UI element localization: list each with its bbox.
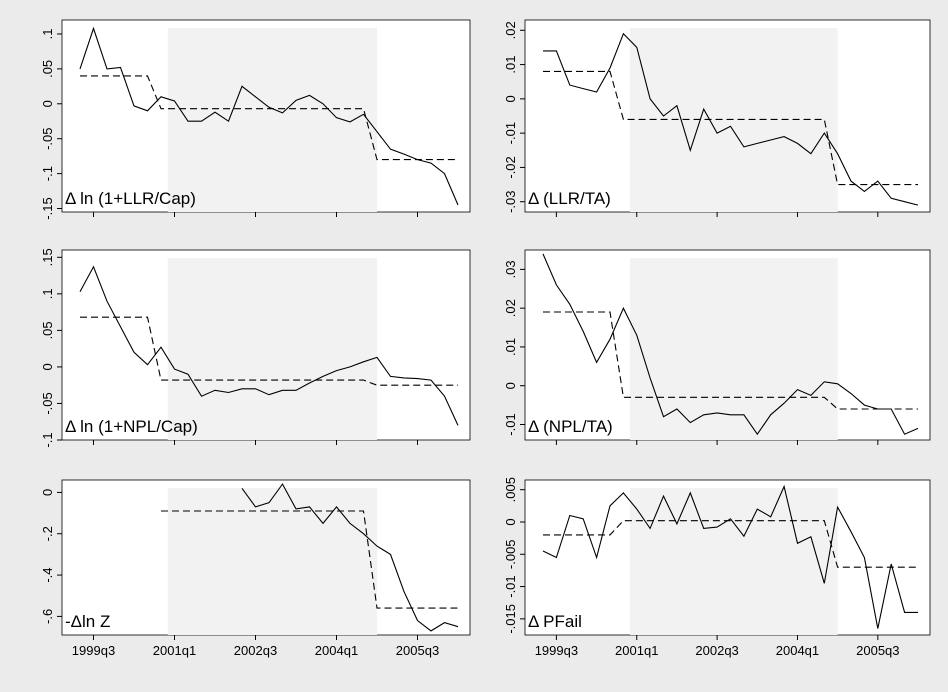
solid-line	[241, 483, 459, 632]
y-tick-label: .01	[503, 56, 518, 74]
y-tick-label: -.4	[40, 567, 55, 582]
y-tick-label: -.03	[503, 191, 518, 213]
solid-line	[542, 484, 918, 629]
dashed-line	[80, 316, 458, 386]
x-tick-label: 1999q3	[72, 643, 115, 658]
y-tick-label: .03	[503, 260, 518, 278]
dashed-line	[543, 311, 918, 410]
dashed-line	[543, 70, 918, 186]
y-tick-label: -.1	[40, 432, 55, 447]
y-tick-label: -.05	[40, 392, 55, 414]
solid-line	[79, 26, 459, 206]
y-tick-label: .01	[503, 338, 518, 356]
panel-label: Δ ln (1+NPL/Cap)	[65, 417, 198, 436]
dashed-line	[161, 510, 458, 609]
y-tick-label: .02	[503, 299, 518, 317]
panel-label: Δ (LLR/TA)	[528, 189, 611, 208]
y-tick-label: -.15	[40, 197, 55, 219]
y-tick-label: -.2	[40, 526, 55, 541]
shaded-period	[630, 488, 838, 635]
y-tick-label: -.01	[503, 122, 518, 144]
x-tick-label: 2004q1	[776, 643, 819, 658]
y-tick-label: .05	[40, 321, 55, 339]
dashed-line	[543, 520, 918, 568]
y-tick-label: 0	[40, 489, 55, 496]
y-tick-label: -.015	[503, 604, 518, 634]
panel-label: -Δln Z	[65, 612, 110, 631]
y-tick-label: -.02	[503, 156, 518, 178]
y-tick-label: -.05	[40, 127, 55, 149]
y-tick-label: .05	[40, 60, 55, 78]
solid-line	[542, 253, 919, 436]
x-tick-label: 2005q3	[856, 643, 899, 658]
shaded-period	[630, 28, 838, 212]
y-tick-label: .1	[40, 288, 55, 299]
y-tick-label: .15	[40, 248, 55, 266]
x-tick-label: 2001q1	[153, 643, 196, 658]
x-tick-label: 2001q1	[615, 643, 658, 658]
x-tick-label: 2005q3	[396, 643, 439, 658]
dashed-line	[80, 75, 458, 161]
y-tick-label: 0	[503, 382, 518, 389]
solid-line	[79, 265, 459, 426]
y-tick-label: -.6	[40, 609, 55, 624]
y-tick-label: -.005	[503, 539, 518, 569]
x-tick-label: 1999q3	[535, 643, 578, 658]
y-tick-label: 0	[40, 100, 55, 107]
y-tick-label: .005	[503, 477, 518, 502]
y-tick-label: -.01	[503, 413, 518, 435]
y-tick-label: -.1	[40, 166, 55, 181]
y-tick-label: -.01	[503, 575, 518, 597]
x-tick-label: 2004q1	[315, 643, 358, 658]
y-tick-label: .1	[40, 29, 55, 40]
y-tick-label: 0	[40, 363, 55, 370]
shaded-period	[167, 258, 377, 440]
shaded-period	[630, 258, 838, 440]
y-tick-label: 0	[503, 518, 518, 525]
y-tick-label: .02	[503, 21, 518, 39]
shaded-period	[167, 488, 377, 635]
y-tick-label: 0	[503, 95, 518, 102]
x-tick-label: 2002q3	[234, 643, 277, 658]
panel-label: Δ ln (1+LLR/Cap)	[65, 189, 196, 208]
x-tick-label: 2002q3	[695, 643, 738, 658]
panel-label: Δ (NPL/TA)	[528, 417, 613, 436]
panel-label: Δ PFail	[528, 612, 582, 631]
